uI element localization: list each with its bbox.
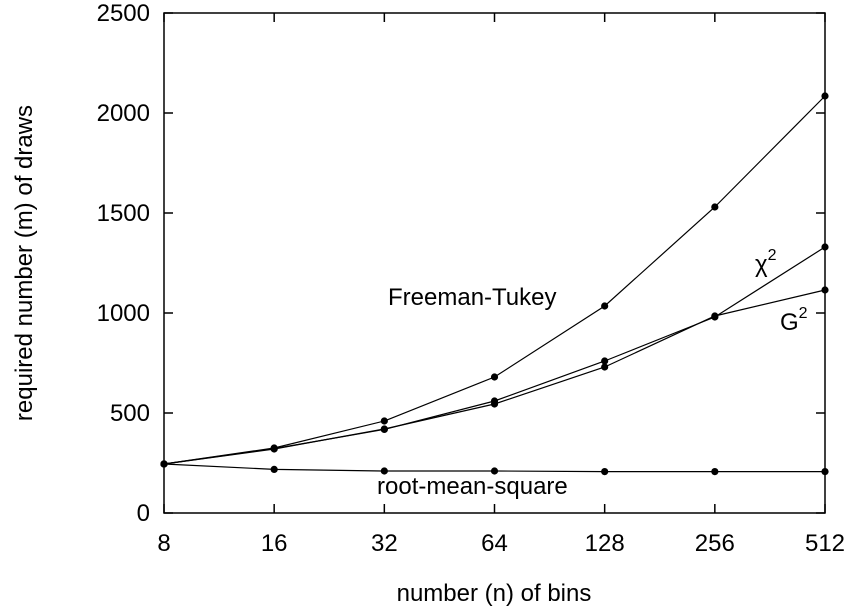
g-superscript: 2 <box>799 305 808 322</box>
x-tick-label: 8 <box>157 530 170 557</box>
data-point-root-mean-square <box>380 467 388 475</box>
data-point-g2 <box>711 312 719 320</box>
data-point-freeman-tukey <box>490 373 499 381</box>
data-point-freeman-tukey <box>380 417 388 425</box>
y-tick-label: 1500 <box>97 200 150 227</box>
chi-superscript: 2 <box>768 247 777 264</box>
freeman-tukey-label: Freeman-Tukey <box>388 284 557 311</box>
data-point-freeman-tukey <box>601 302 609 310</box>
data-point-g2 <box>490 400 499 408</box>
data-point-root-mean-square <box>711 468 719 476</box>
data-point-g2 <box>821 286 829 294</box>
y-tick-label: 2000 <box>97 100 150 127</box>
data-point-freeman-tukey <box>821 92 829 100</box>
data-point-g2 <box>270 445 278 453</box>
y-tick-label: 500 <box>110 400 150 427</box>
data-point-root-mean-square <box>601 468 609 476</box>
x-tick-label: 32 <box>371 530 398 557</box>
data-point-2 <box>601 357 609 365</box>
series-line-freeman-tukey <box>163 95 826 465</box>
x-tick-label: 128 <box>585 530 625 557</box>
x-tick-label: 512 <box>805 530 845 557</box>
y-tick-label: 1000 <box>97 300 150 327</box>
x-axis-label: number (n) of bins <box>397 580 592 607</box>
data-point-freeman-tukey <box>711 203 719 211</box>
data-point-root-mean-square <box>490 467 499 475</box>
g-squared-label: G2 <box>780 305 808 336</box>
data-point-2 <box>821 243 829 251</box>
y-tick-label: 0 <box>137 500 150 527</box>
data-point-root-mean-square <box>821 468 829 476</box>
plot-frame <box>163 12 826 514</box>
g-base: G <box>780 309 799 336</box>
y-tick-label: 2500 <box>97 0 150 27</box>
series-line-2 <box>163 246 826 465</box>
x-tick-label: 256 <box>695 530 735 557</box>
data-point-root-mean-square <box>160 460 168 468</box>
data-point-g2 <box>380 425 388 433</box>
x-tick-label: 16 <box>261 530 288 557</box>
data-point-root-mean-square <box>270 465 278 473</box>
data-point-g2 <box>601 363 609 371</box>
root-mean-square-label: root-mean-square <box>377 473 568 500</box>
chi-squared-label: χ2 <box>755 247 777 278</box>
x-tick-label: 64 <box>481 530 508 557</box>
chi-base: χ <box>755 251 768 278</box>
y-axis-label: required number (m) of draws <box>11 105 38 421</box>
series-group <box>160 92 829 476</box>
axis-ticks: 0 500 1000 1500 2000 2500 8 16 32 64 128 256 512 <box>97 0 845 557</box>
